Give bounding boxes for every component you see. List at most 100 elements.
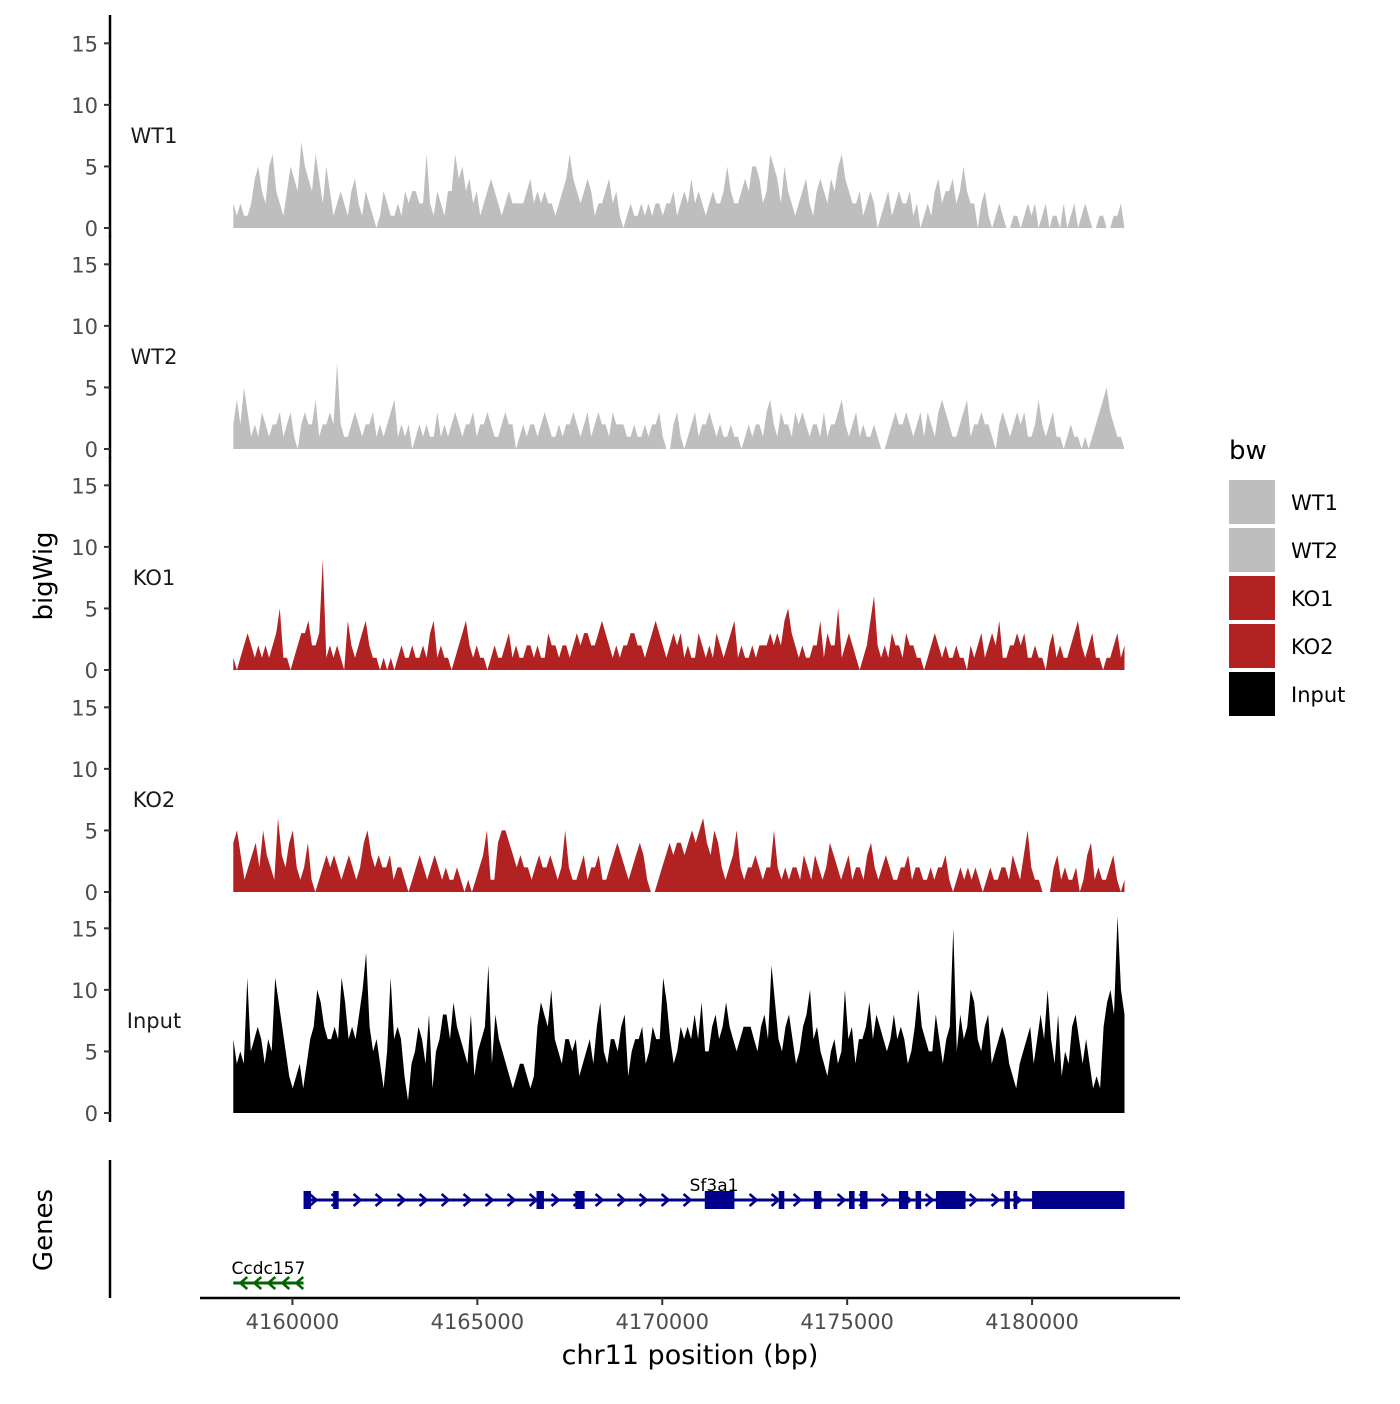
legend-swatch-ko1: [1229, 576, 1275, 620]
area-wt2: [233, 362, 1125, 449]
gene-chevron-sf3a1: [418, 1193, 429, 1207]
gene-chevron-sf3a1: [506, 1193, 517, 1207]
gene-chevron-ccdc157: [238, 1276, 249, 1290]
exon-sf3a1-8: [860, 1191, 868, 1209]
legend-swatch-ko2: [1229, 624, 1275, 668]
legend-label-ko1: KO1: [1291, 587, 1334, 611]
y-tick-label-wt2-5: 5: [85, 376, 98, 400]
y-tick-label-input-10: 10: [71, 979, 98, 1003]
legend-label-wt1: WT1: [1291, 491, 1338, 515]
gene-chevron-sf3a1: [594, 1193, 605, 1207]
gene-label-ccdc157: Ccdc157: [232, 1259, 306, 1279]
track-ko1: 0 5 10 15 KO1: [71, 457, 1125, 683]
exon-sf3a1-14: [1032, 1191, 1125, 1209]
exon-sf3a1-4: [704, 1191, 735, 1209]
y-tick-label-ko1-5: 5: [85, 597, 98, 621]
gene-chevron-sf3a1: [748, 1193, 759, 1207]
x-tick-label-4165000: 4165000: [431, 1310, 525, 1334]
x-tick-label-4170000: 4170000: [615, 1310, 709, 1334]
y-tick-label-ko1-15: 15: [71, 474, 98, 498]
y-tick-label-wt2-10: 10: [71, 315, 98, 339]
y-tick-label-ko1-10: 10: [71, 536, 98, 560]
gene-chevron-sf3a1: [924, 1193, 935, 1207]
y-tick-label-input-15: 15: [71, 917, 98, 941]
gene-chevron-ccdc157: [280, 1276, 291, 1290]
y-tick-label-wt2-15: 15: [71, 253, 98, 277]
y-axis-title: bigWig: [29, 531, 59, 620]
legend-swatch-wt1: [1229, 480, 1275, 524]
gene-chevron-sf3a1: [616, 1193, 627, 1207]
gene-chevron-sf3a1: [836, 1193, 847, 1207]
y-tick-label-ko2-15: 15: [71, 696, 98, 720]
exon-sf3a1-2: [536, 1191, 544, 1209]
track-label-wt2: WT2: [131, 345, 178, 369]
gene-chevron-sf3a1: [396, 1193, 407, 1207]
gene-chevron-sf3a1: [550, 1193, 561, 1207]
legend: bw WT1 WT2 KO1 KO2 Input: [1229, 436, 1345, 716]
legend-swatch-wt2: [1229, 528, 1275, 572]
gene-chevron-sf3a1: [352, 1193, 363, 1207]
exon-sf3a1-1: [333, 1191, 339, 1209]
track-ko2: 0 5 10 15 KO2: [71, 679, 1125, 905]
exon-sf3a1-10: [915, 1191, 922, 1209]
track-wt1: 0 5 10 15 WT1: [71, 15, 1125, 241]
genes-panel: Sf3a1 Ccdc157: [108, 1160, 1125, 1298]
gene-chevron-sf3a1: [792, 1193, 803, 1207]
gene-chevron-sf3a1: [308, 1193, 319, 1207]
y-tick-label-ko2-10: 10: [71, 758, 98, 782]
y-tick-label-input-0: 0: [85, 1102, 98, 1126]
x-axis-title: chr11 position (bp): [562, 1340, 819, 1371]
track-wt2: 0 5 10 15 WT2: [71, 236, 1125, 462]
legend-label-wt2: WT2: [1291, 539, 1338, 563]
exon-sf3a1-12: [1004, 1191, 1010, 1209]
track-label-ko1: KO1: [133, 566, 176, 590]
exon-sf3a1-5: [778, 1191, 785, 1209]
track-label-wt1: WT1: [131, 124, 178, 148]
y-tick-label-ko2-5: 5: [85, 819, 98, 843]
track-input: 0 5 10 15 Input: [71, 900, 1125, 1126]
gene-label-sf3a1: Sf3a1: [690, 1176, 739, 1196]
gene-chevron-ccdc157: [252, 1276, 263, 1290]
x-tick-label-4180000: 4180000: [985, 1310, 1079, 1334]
x-tick-label-4175000: 4175000: [800, 1310, 894, 1334]
gene-chevron-sf3a1: [660, 1193, 671, 1207]
bigwig-tracks: 0 5 10 15 WT1 0 5 10 15 WT2 0 5 10 15 KO1 0 5 10 15 KO2 0 5 10…: [71, 15, 1125, 1126]
track-label-ko2: KO2: [133, 788, 176, 812]
y-tick-label-wt1-0: 0: [85, 217, 98, 241]
y-tick-label-ko1-0: 0: [85, 659, 98, 683]
gene-chevron-sf3a1: [968, 1193, 979, 1207]
track-label-input: Input: [127, 1009, 181, 1033]
area-wt1: [233, 141, 1125, 228]
y-tick-label-wt2-0: 0: [85, 438, 98, 462]
gene-chevron-sf3a1: [440, 1193, 451, 1207]
exon-sf3a1-11: [935, 1191, 966, 1209]
area-ko1: [233, 559, 1125, 670]
exon-sf3a1-9: [898, 1191, 909, 1209]
gene-sf3a1: Sf3a1: [303, 1176, 1125, 1209]
gene-chevron-sf3a1: [484, 1193, 495, 1207]
gene-chevron-sf3a1: [770, 1193, 781, 1207]
gene-chevron-sf3a1: [682, 1193, 693, 1207]
legend-swatch-input: [1229, 672, 1275, 716]
exon-sf3a1-6: [813, 1191, 822, 1209]
gene-chevron-ccdc157: [294, 1276, 305, 1290]
x-axis: 4160000 4165000 4170000 4175000 4180000: [200, 1296, 1180, 1334]
exon-sf3a1-3: [575, 1191, 585, 1209]
area-input: [233, 916, 1125, 1113]
gene-chevron-sf3a1: [374, 1193, 385, 1207]
x-tick-label-4160000: 4160000: [246, 1310, 340, 1334]
y-tick-label-input-5: 5: [85, 1040, 98, 1064]
exon-sf3a1-7: [849, 1191, 855, 1209]
gene-chevron-sf3a1: [990, 1193, 1001, 1207]
y-tick-label-ko2-0: 0: [85, 881, 98, 905]
legend-label-ko2: KO2: [1291, 635, 1334, 659]
area-ko2: [233, 818, 1125, 892]
y-tick-label-wt1-10: 10: [71, 94, 98, 118]
legend-title: bw: [1229, 436, 1267, 466]
y-tick-label-wt1-5: 5: [85, 155, 98, 179]
gene-chevron-sf3a1: [462, 1193, 473, 1207]
gene-chevron-ccdc157: [266, 1276, 277, 1290]
y-tick-label-wt1-15: 15: [71, 32, 98, 56]
